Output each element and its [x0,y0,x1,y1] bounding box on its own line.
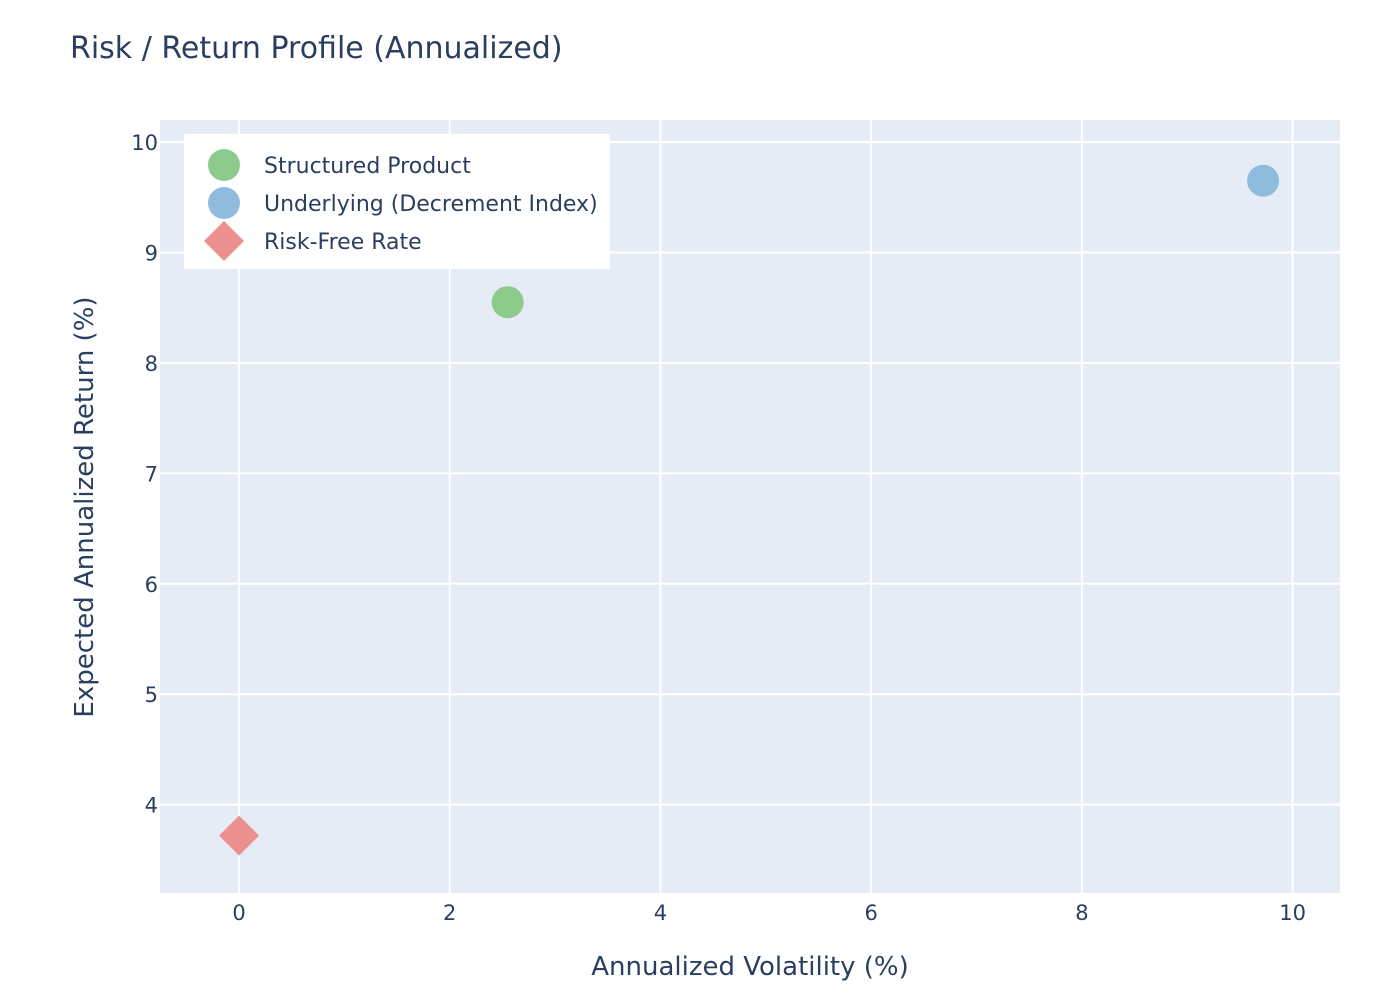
legend-label: Risk-Free Rate [264,230,422,255]
y-tick-label: 10 [131,131,158,155]
y-tick-label: 8 [145,352,158,376]
x-tick-label: 4 [654,901,667,925]
data-point [491,286,524,319]
y-tick-label: 7 [145,462,158,486]
x-tick-label: 0 [232,901,245,925]
legend-marker [208,149,240,181]
y-tick-label: 4 [145,794,158,818]
x-tick-label: 8 [1075,901,1088,925]
x-tick-label: 6 [864,901,877,925]
y-tick-label: 5 [145,683,158,707]
x-tick-label: 2 [443,901,456,925]
data-point [1247,164,1280,197]
x-axis-title: Annualized Volatility (%) [591,952,909,982]
legend-item[interactable]: Risk-Free Rate [204,221,422,261]
legend-marker [208,187,240,219]
legend-label: Structured Product [264,154,471,179]
legend[interactable]: Structured Product Underlying (Decrement … [184,134,610,269]
legend-item[interactable]: Structured Product [208,149,471,181]
data-point [219,815,260,856]
legend-marker [204,221,244,261]
gridlines [160,120,1340,893]
y-axis-title: Expected Annualized Return (%) [70,296,100,717]
y-tick-label: 9 [145,242,158,266]
legend-item[interactable]: Underlying (Decrement Index) [208,187,598,219]
y-tick-label: 6 [145,573,158,597]
legend-label: Underlying (Decrement Index) [264,192,598,217]
data-points [219,164,1280,856]
y-axis-ticks: 4 5 6 7 8 9 10 [131,131,158,818]
x-tick-label: 10 [1279,901,1306,925]
x-axis-ticks: 0 2 4 6 8 10 [232,901,1306,925]
chart-title: Risk / Return Profile (Annualized) [70,31,563,66]
legend-box [184,134,610,269]
